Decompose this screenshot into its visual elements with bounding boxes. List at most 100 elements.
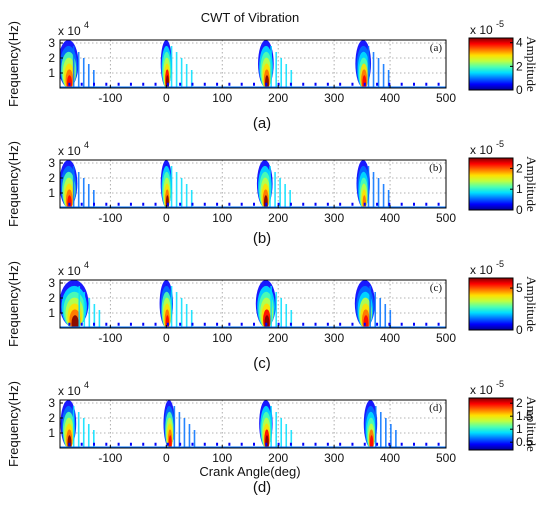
baseline-noise: [60, 322, 446, 328]
noise-speck: [80, 202, 83, 206]
noise-speck: [265, 82, 268, 86]
burst-streak: [188, 424, 191, 448]
colorbar-multiplier-exponent: -5: [496, 379, 504, 389]
burst-streak: [382, 184, 385, 208]
noise-speck: [326, 82, 329, 86]
noise-speck: [400, 202, 403, 206]
scalogram: [60, 160, 390, 208]
noise-speck: [93, 202, 96, 206]
x-tick-label: 200: [268, 331, 288, 345]
noise-speck: [412, 202, 415, 206]
burst-streak: [193, 430, 196, 448]
noise-speck: [93, 442, 96, 446]
noise-speck: [277, 82, 280, 86]
noise-speck: [289, 82, 292, 86]
y-axis-label: Frequency(Hz): [6, 21, 21, 107]
x-tick-label: 300: [324, 91, 344, 105]
noise-speck: [437, 322, 440, 326]
noise-speck: [265, 322, 268, 326]
colorbar-multiplier-exponent: -5: [496, 19, 504, 29]
noise-speck: [437, 442, 440, 446]
colorbar-tick-label: 1: [516, 182, 523, 196]
x-tick-label: 500: [436, 451, 456, 465]
baseline-noise: [60, 82, 446, 88]
burst-streak: [289, 190, 291, 208]
noise-speck: [277, 442, 280, 446]
burst-streak: [82, 418, 85, 448]
noise-speck: [326, 322, 329, 326]
burst-1: [60, 400, 95, 448]
noise-speck: [351, 442, 354, 446]
noise-speck: [179, 202, 182, 206]
colorbar-multiplier: x 10: [470, 143, 493, 157]
burst-4: [356, 160, 390, 208]
burst-streak: [82, 178, 85, 208]
noise-speck: [117, 442, 120, 446]
noise-speck: [277, 202, 280, 206]
panel-caption: (a): [253, 115, 271, 132]
burst-streak: [377, 58, 380, 88]
noise-speck: [314, 442, 317, 446]
axes-frame: [59, 159, 447, 209]
burst-streak: [379, 298, 382, 328]
burst-streak: [367, 46, 370, 88]
scalogram: [60, 400, 397, 448]
colorbar-multiplier-exponent: -5: [496, 139, 504, 149]
noise-speck: [179, 442, 182, 446]
baseline-band: [60, 446, 446, 448]
noise-speck: [166, 202, 169, 206]
noise-speck: [339, 322, 342, 326]
x-tick-label: 200: [268, 91, 288, 105]
noise-speck: [80, 322, 83, 326]
colorbar-tick-label: 0: [516, 83, 523, 97]
noise-speck: [154, 82, 157, 86]
x-tick-label: 400: [380, 451, 400, 465]
x-tick-label: 400: [380, 91, 400, 105]
noise-speck: [339, 82, 342, 86]
burst-1: [60, 280, 101, 328]
burst-1: [60, 160, 95, 208]
burst-streak: [170, 46, 173, 88]
noise-speck: [437, 202, 440, 206]
burst-layer: [66, 75, 73, 88]
noise-speck: [388, 442, 391, 446]
burst-streak: [280, 58, 283, 88]
noise-speck: [216, 442, 219, 446]
colorbar-tick-label: 1: [516, 422, 523, 436]
noise-speck: [191, 322, 194, 326]
noise-speck: [253, 82, 255, 86]
noise-speck: [129, 82, 132, 86]
panel-caption: (c): [253, 355, 271, 372]
noise-speck: [228, 322, 231, 326]
noise-speck: [425, 322, 428, 326]
burst-streak: [385, 418, 387, 448]
burst-streak: [185, 184, 188, 208]
burst-streak: [369, 286, 371, 328]
burst-streak: [269, 166, 271, 208]
noise-speck: [154, 442, 157, 446]
burst-streak: [190, 310, 193, 328]
noise-speck: [289, 322, 292, 326]
y-multiplier: x 10: [58, 24, 81, 38]
burst-streak: [290, 310, 293, 328]
colorbar-multiplier-exponent: -5: [496, 259, 504, 269]
y-tick-label: 1: [48, 426, 55, 440]
burst-layer: [369, 435, 374, 448]
noise-speck: [425, 202, 428, 206]
burst-streak: [280, 298, 283, 328]
panel-caption: (b): [253, 230, 271, 247]
colorbar-tick-label: 2: [516, 396, 523, 410]
y-tick-label: 2: [48, 51, 55, 65]
noise-speck: [314, 82, 317, 86]
burst-streak: [374, 406, 377, 448]
colorbar-label: Amplitude: [524, 156, 539, 212]
noise-speck: [142, 202, 145, 206]
burst-streak: [284, 184, 286, 208]
burst-streak: [180, 58, 183, 88]
burst-3: [258, 40, 293, 88]
burst-streak: [175, 52, 178, 88]
burst-streak: [87, 64, 90, 88]
panel-tag: (a): [430, 42, 443, 54]
burst-streak: [285, 424, 288, 448]
